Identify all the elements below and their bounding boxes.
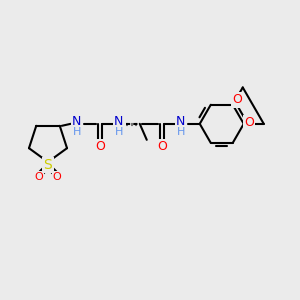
Text: O: O <box>95 140 105 153</box>
Text: O: O <box>244 116 254 129</box>
Text: H: H <box>177 127 185 137</box>
Text: H: H <box>115 127 123 137</box>
Text: O: O <box>232 93 242 106</box>
Text: N: N <box>72 115 81 128</box>
Text: N: N <box>176 115 185 128</box>
Text: S: S <box>44 158 52 172</box>
Text: O: O <box>34 172 43 182</box>
Text: H: H <box>73 127 81 137</box>
Text: O: O <box>157 140 167 153</box>
Text: O: O <box>52 172 62 182</box>
Text: N: N <box>114 115 123 128</box>
